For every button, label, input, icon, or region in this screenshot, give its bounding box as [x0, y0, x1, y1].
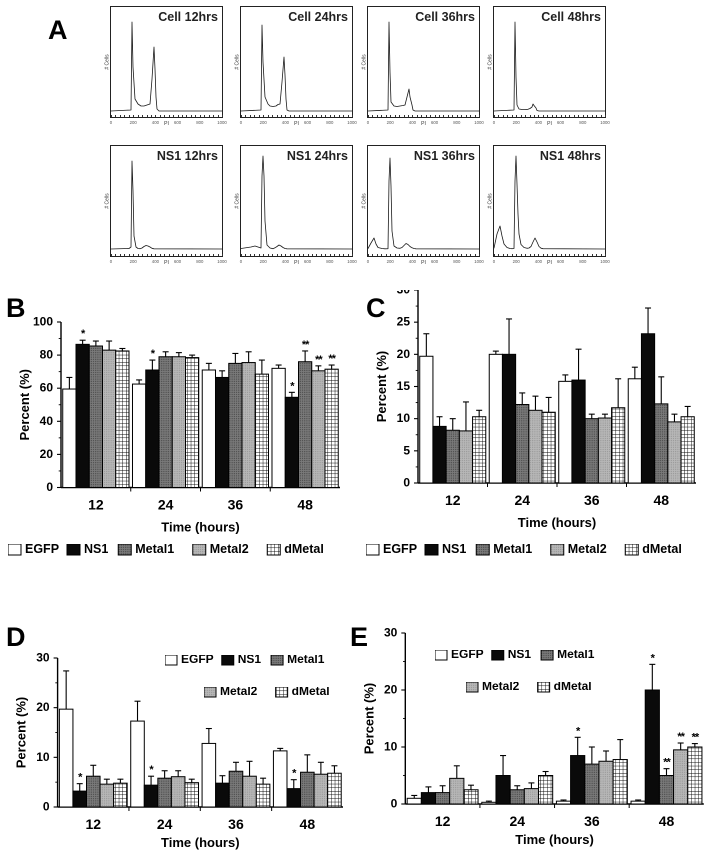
svg-text:60: 60 — [40, 381, 54, 395]
svg-text:Percent (%): Percent (%) — [361, 683, 376, 755]
svg-text:48: 48 — [653, 492, 669, 508]
svg-text:**: ** — [677, 731, 685, 743]
svg-text:EGFP: EGFP — [383, 544, 417, 556]
svg-text:36: 36 — [228, 816, 244, 832]
svg-text:20: 20 — [40, 447, 54, 461]
svg-text:10: 10 — [36, 750, 50, 764]
svg-text:*: * — [290, 380, 295, 392]
svg-text:12: 12 — [88, 497, 104, 513]
svg-text:5: 5 — [403, 443, 410, 457]
svg-text:20: 20 — [36, 700, 50, 714]
svg-text:80: 80 — [40, 348, 54, 362]
svg-text:dMetal: dMetal — [642, 544, 682, 556]
svg-text:25: 25 — [397, 315, 411, 329]
svg-text:40: 40 — [40, 414, 54, 428]
svg-text:Time (hours): Time (hours) — [161, 520, 240, 535]
svg-text:30: 30 — [36, 651, 50, 665]
svg-text:*: * — [292, 768, 297, 780]
svg-text:24: 24 — [157, 816, 173, 832]
svg-text:36: 36 — [584, 492, 600, 508]
svg-text:36: 36 — [584, 813, 600, 829]
svg-text:Time (hours): Time (hours) — [161, 835, 240, 850]
svg-text:Metal1: Metal1 — [493, 544, 532, 556]
svg-text:0: 0 — [46, 480, 53, 494]
svg-text:*: * — [81, 328, 86, 340]
svg-text:48: 48 — [659, 813, 675, 829]
svg-text:Metal2: Metal2 — [210, 544, 249, 556]
svg-text:*: * — [151, 348, 156, 360]
svg-text:*: * — [78, 772, 83, 784]
svg-text:**: ** — [692, 732, 700, 744]
svg-text:NS1: NS1 — [508, 650, 532, 661]
svg-text:**: ** — [328, 353, 336, 365]
svg-text:0: 0 — [391, 797, 398, 811]
svg-text:Percent (%): Percent (%) — [17, 369, 32, 441]
svg-text:24: 24 — [514, 492, 530, 508]
svg-text:30: 30 — [384, 626, 398, 640]
svg-text:12: 12 — [435, 813, 451, 829]
svg-text:dMetal: dMetal — [292, 687, 330, 698]
svg-text:dMetal: dMetal — [554, 682, 592, 693]
svg-text:*: * — [576, 725, 581, 737]
svg-text:0: 0 — [403, 476, 410, 490]
svg-text:15: 15 — [397, 379, 411, 393]
svg-text:12: 12 — [85, 816, 101, 832]
svg-text:dMetal: dMetal — [284, 544, 324, 556]
svg-text:**: ** — [315, 354, 323, 366]
svg-text:0: 0 — [43, 800, 50, 814]
svg-text:NS1: NS1 — [238, 655, 262, 666]
svg-text:48: 48 — [297, 497, 313, 513]
svg-text:Metal2: Metal2 — [568, 544, 607, 556]
svg-text:24: 24 — [158, 497, 174, 513]
svg-text:24: 24 — [509, 813, 525, 829]
svg-text:**: ** — [663, 757, 671, 769]
svg-text:36: 36 — [228, 497, 244, 513]
svg-text:*: * — [149, 764, 154, 776]
svg-text:NS1: NS1 — [442, 544, 466, 556]
svg-text:Percent (%): Percent (%) — [374, 351, 389, 423]
svg-text:EGFP: EGFP — [451, 650, 484, 661]
svg-text:Metal2: Metal2 — [482, 682, 520, 693]
svg-text:**: ** — [302, 339, 310, 351]
svg-text:10: 10 — [397, 411, 411, 425]
svg-text:Time (hours): Time (hours) — [515, 832, 594, 847]
svg-text:30: 30 — [397, 290, 411, 297]
svg-text:Metal1: Metal1 — [557, 650, 595, 661]
svg-text:48: 48 — [300, 816, 316, 832]
svg-text:Time (hours): Time (hours) — [518, 515, 597, 530]
svg-text:12: 12 — [445, 492, 461, 508]
svg-text:10: 10 — [384, 740, 398, 754]
svg-text:20: 20 — [397, 347, 411, 361]
svg-text:20: 20 — [384, 683, 398, 697]
svg-text:Metal1: Metal1 — [287, 655, 325, 666]
svg-text:EGFP: EGFP — [181, 655, 214, 666]
svg-text:NS1: NS1 — [84, 544, 108, 556]
svg-text:Percent (%): Percent (%) — [14, 697, 29, 769]
svg-text:EGFP: EGFP — [25, 544, 59, 556]
svg-text:Metal1: Metal1 — [135, 544, 174, 556]
svg-text:100: 100 — [33, 315, 53, 329]
svg-text:Metal2: Metal2 — [220, 687, 258, 698]
